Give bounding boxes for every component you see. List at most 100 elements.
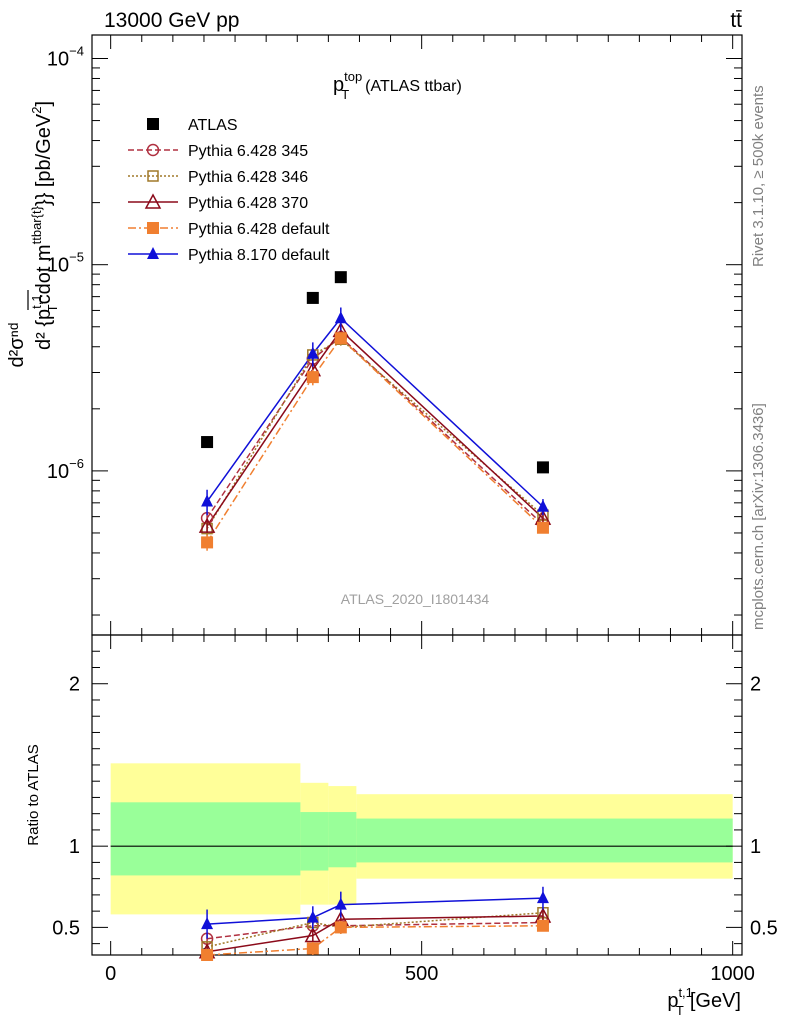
ratio-point-4-1 bbox=[306, 910, 319, 923]
ratio-tick-label-left-2: 2 bbox=[69, 674, 80, 696]
y-tick-exponent: −5 bbox=[69, 250, 84, 265]
ratio-line-4 bbox=[207, 897, 543, 925]
main-line-4 bbox=[206, 337, 544, 543]
legend-label-1: Pythia 6.428 345 bbox=[188, 143, 308, 160]
main-point-4-1 bbox=[306, 371, 319, 384]
main-point-4-3 bbox=[536, 521, 549, 534]
x-tick-label-0: 0 bbox=[105, 963, 116, 985]
ratio-tick-label-right-2: 2 bbox=[750, 674, 761, 696]
watermark: ATLAS_2020_I1801434 bbox=[341, 591, 490, 607]
y-denom-start: d² {p bbox=[33, 309, 55, 350]
y-tick-mantissa: 10 bbox=[47, 255, 69, 277]
legend-marker-2 bbox=[147, 170, 159, 182]
y-denom-sq: 2 bbox=[29, 107, 44, 114]
main-point-4-0 bbox=[201, 536, 214, 549]
ratio-point-4-0 bbox=[201, 917, 214, 930]
main-point-0-2 bbox=[334, 271, 347, 284]
y-axis-label-numerator: d²σⁿᵈ bbox=[6, 323, 28, 368]
y-axis-label: d²σⁿᵈ d² {pt,1Tcdot mttbar{t}}} [pb/GeV2… bbox=[6, 101, 60, 368]
ratio-panel-frame bbox=[91, 634, 743, 956]
band-inner-bin-0 bbox=[110, 802, 301, 876]
x-axis-label: pt,1 T [GeV] bbox=[667, 985, 741, 1018]
ratio-axis-label: Ratio to ATLAS bbox=[25, 744, 42, 845]
series-lines bbox=[206, 317, 544, 956]
energy-label: 13000 GeV pp bbox=[104, 9, 239, 32]
main-line-2 bbox=[206, 338, 544, 529]
band-inner-bin-2 bbox=[328, 812, 357, 868]
plot-title-sup: top bbox=[344, 69, 362, 84]
series-markers bbox=[198, 271, 552, 961]
ratio-uncertainty-bands bbox=[110, 763, 733, 915]
y-denom-sub1: T bbox=[45, 304, 60, 312]
plot-title-sub: T bbox=[341, 87, 349, 102]
y-denom-mid: cdot m bbox=[33, 244, 55, 304]
main-line-3 bbox=[206, 329, 544, 527]
ratio-tick-label-left-1: 1 bbox=[69, 836, 80, 858]
ratio-tick-label-right-0: 0.5 bbox=[750, 917, 778, 939]
plot-title-main: p bbox=[333, 74, 344, 96]
legend-marker-3 bbox=[144, 193, 162, 209]
main-point-4-2 bbox=[334, 332, 347, 345]
rivet-label: Rivet 3.1.10, ≥ 500k events bbox=[750, 85, 767, 267]
main-point-5-3 bbox=[536, 499, 549, 512]
legend-label-5: Pythia 8.170 default bbox=[188, 247, 330, 264]
legend-label-4: Pythia 6.428 default bbox=[188, 221, 330, 238]
plot-title-suffix: (ATLAS ttbar) bbox=[365, 78, 462, 95]
ratio-point-3-3 bbox=[536, 919, 549, 932]
legend-label-2: Pythia 6.428 346 bbox=[188, 169, 308, 186]
main-point-0-0 bbox=[201, 436, 214, 449]
legend-marker-1 bbox=[146, 143, 160, 157]
legend-marker-4 bbox=[147, 222, 159, 234]
legend: ATLAS Pythia 6.428 345 Pythia 6.428 346 Pyt… bbox=[128, 117, 330, 264]
x-label-main: p bbox=[667, 990, 678, 1012]
ratio-line-0 bbox=[206, 921, 543, 940]
ratio-point-3-1 bbox=[306, 942, 319, 955]
ratio-line-3 bbox=[207, 925, 543, 956]
legend-label-0: ATLAS bbox=[188, 117, 238, 134]
x-label-sub: T bbox=[676, 1003, 684, 1018]
axis-ticks bbox=[92, 35, 742, 955]
y-tick-label-2: 10−4 bbox=[47, 43, 84, 70]
ratio-tick-label-right-1: 1 bbox=[750, 836, 761, 858]
legend-marker-0 bbox=[147, 118, 159, 130]
legend-marker-5 bbox=[147, 247, 159, 259]
ratio-point-4-2 bbox=[334, 897, 347, 910]
ratio-point-3-2 bbox=[334, 921, 347, 934]
band-inner-bin-1 bbox=[300, 812, 329, 871]
main-point-5-2 bbox=[334, 311, 347, 324]
x-tick-label-1000: 1000 bbox=[710, 963, 755, 985]
y-tick-label-0: 10−6 bbox=[47, 456, 84, 483]
y-tick-mantissa: 10 bbox=[47, 48, 69, 70]
x-tick-label-500: 500 bbox=[405, 963, 438, 985]
ratio-point-4-3 bbox=[536, 891, 549, 904]
process-label: tt̄ bbox=[730, 9, 742, 32]
main-line-1 bbox=[206, 336, 544, 525]
main-point-5-0 bbox=[201, 494, 214, 507]
x-label-sup: t,1 bbox=[678, 985, 692, 1000]
y-tick-label-1: 10−5 bbox=[47, 250, 84, 277]
band-inner-bin-3 bbox=[356, 818, 733, 863]
main-point-5-1 bbox=[306, 346, 319, 359]
ratio-point-2-1 bbox=[304, 926, 322, 943]
y-denom-sup2: ttbar{t} bbox=[29, 205, 44, 244]
main-point-0-1 bbox=[306, 291, 319, 304]
y-axis-label-denominator: d² {pt,1Tcdot mttbar{t}}} [pb/GeV2] bbox=[29, 101, 60, 350]
ratio-line-2 bbox=[206, 915, 543, 953]
ratio-point-3-0 bbox=[201, 949, 214, 961]
y-tick-mantissa: 10 bbox=[47, 461, 69, 483]
y-denom-close: ] bbox=[33, 101, 55, 107]
y-denom-tail: }} [pb/GeV bbox=[33, 113, 55, 206]
legend-label-3: Pythia 6.428 370 bbox=[188, 195, 308, 212]
ratio-line-1 bbox=[206, 912, 544, 948]
main-point-3-0 bbox=[198, 517, 216, 533]
plot-title: ptop T (ATLAS ttbar) bbox=[333, 69, 462, 102]
y-tick-exponent: −6 bbox=[69, 456, 84, 471]
main-point-0-3 bbox=[536, 461, 549, 474]
y-denom-sup1: t,1 bbox=[29, 294, 44, 308]
x-label-unit: [GeV] bbox=[690, 990, 741, 1012]
main-line-5 bbox=[206, 317, 544, 508]
ratio-tick-label-left-0: 0.5 bbox=[52, 917, 80, 939]
mcplots-label: mcplots.cern.ch [arXiv:1306.3436] bbox=[750, 403, 767, 630]
